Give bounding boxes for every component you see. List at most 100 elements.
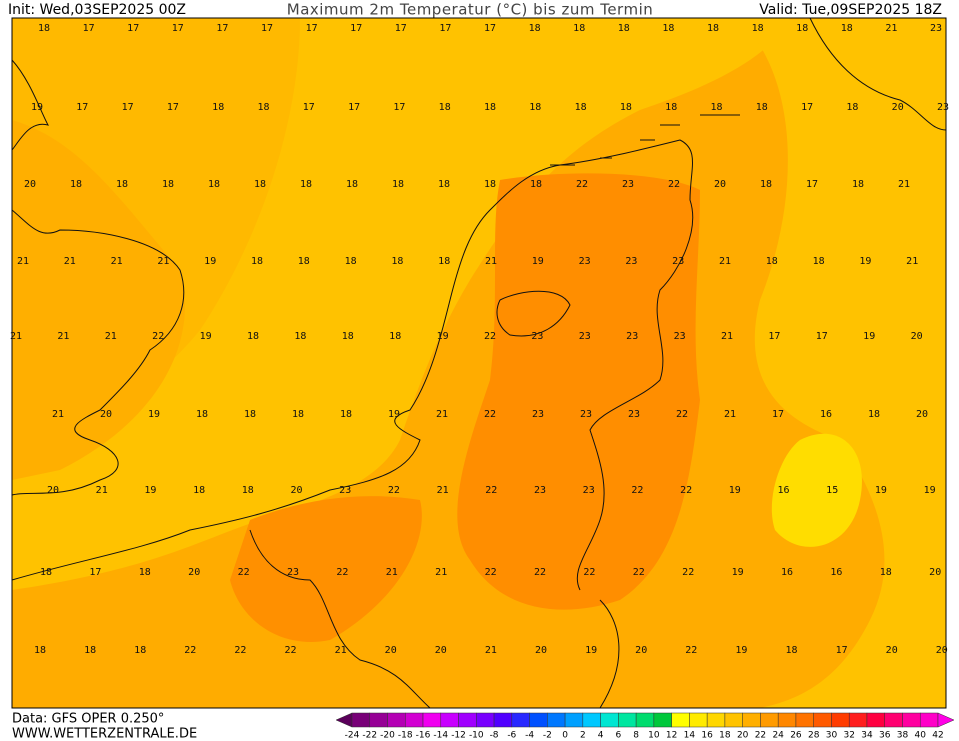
colorbar-tick-label: 8 <box>633 731 639 741</box>
colorbar-tick-label: 2 <box>580 731 586 741</box>
temperature-label: 22 <box>284 645 296 656</box>
temperature-label: 20 <box>911 331 923 342</box>
colorbar-tick-label: 42 <box>932 731 943 741</box>
temperature-label: 22 <box>485 567 497 578</box>
temperature-label: 23 <box>287 567 299 578</box>
colorbar-segment <box>564 712 584 728</box>
temperature-label: 23 <box>930 23 942 34</box>
temperature-label: 22 <box>631 485 643 496</box>
colorbar-tick-label: 14 <box>684 731 696 741</box>
temperature-label: 18 <box>134 645 146 656</box>
temperature-label: 20 <box>188 567 200 578</box>
temperature-label: 17 <box>350 23 362 34</box>
islands <box>550 114 740 166</box>
temperature-label: 21 <box>157 256 169 267</box>
temperature-label: 19 <box>437 331 449 342</box>
temperature-label: 18 <box>756 102 768 113</box>
temperature-label: 18 <box>294 331 306 342</box>
colorbar: -24 -22 -20 -18 -16 -14 -12 -10 -8 -6 -4 -2 0 2 4 6 8 10 1… <box>335 712 955 741</box>
temperature-label: 21 <box>898 179 910 190</box>
temperature-label: 18 <box>391 256 403 267</box>
temperature-label: 23 <box>580 409 592 420</box>
temperature-label: 21 <box>17 256 29 267</box>
temperature-label: 23 <box>672 256 684 267</box>
colorbar-tick-label: 4 <box>598 731 604 741</box>
temperature-label: 17 <box>172 23 184 34</box>
temperature-label: 18 <box>392 179 404 190</box>
temperature-label: 21 <box>906 256 918 267</box>
warm-area <box>12 120 185 480</box>
colorbar-tick-label: 32 <box>843 731 854 741</box>
temperature-label: 21 <box>719 256 731 267</box>
temperature-label: 17 <box>348 102 360 113</box>
temperature-label: 18 <box>484 179 496 190</box>
temperature-label: 18 <box>242 485 254 496</box>
temperature-label: 17 <box>439 23 451 34</box>
temperature-label: 17 <box>216 23 228 34</box>
temperature-label: 21 <box>105 331 117 342</box>
temperature-label: 22 <box>576 179 588 190</box>
temperature-label: 21 <box>485 645 497 656</box>
temperature-label: 17 <box>167 102 179 113</box>
colorbar-segment <box>600 712 619 728</box>
temperature-label: 16 <box>820 409 832 420</box>
colorbar-tick-label: 18 <box>719 731 731 741</box>
temperature-label: 18 <box>139 567 151 578</box>
temperature-label: 18 <box>785 645 797 656</box>
temperature-label: 18 <box>573 23 585 34</box>
temperature-label: 18 <box>70 179 82 190</box>
temperature-label: 18 <box>38 23 50 34</box>
temperature-label: 18 <box>813 256 825 267</box>
temperature-label: 18 <box>620 102 632 113</box>
colorbar-segment <box>529 712 548 728</box>
colorbar-segment <box>422 712 442 728</box>
temperature-label: 19 <box>31 102 43 113</box>
temperature-label: 18 <box>346 179 358 190</box>
colorbar-tick-label: -12 <box>451 731 466 741</box>
temperature-label: 18 <box>193 485 205 496</box>
colorbar-tick-label: 38 <box>897 731 909 741</box>
colorbar-segment <box>831 712 850 728</box>
temperature-label: 21 <box>335 645 347 656</box>
temperature-label: 17 <box>261 23 273 34</box>
temperature-label: 18 <box>162 179 174 190</box>
temperature-label: 19 <box>148 409 160 420</box>
colorbar-segment <box>618 712 637 728</box>
colorbar-segment <box>706 712 726 728</box>
colorbar-tick-label: 24 <box>772 731 784 741</box>
temperature-label: 18 <box>251 256 263 267</box>
colorbar-tick-label: -10 <box>469 731 484 741</box>
colorbar-segment <box>351 712 371 728</box>
temperature-label: 18 <box>340 409 352 420</box>
temperature-label: 18 <box>846 102 858 113</box>
temperature-label: 20 <box>714 179 726 190</box>
colorbar-segment <box>795 712 814 728</box>
temperature-label: 17 <box>122 102 134 113</box>
colorbar-segment <box>369 712 388 728</box>
temperature-label: 20 <box>385 645 397 656</box>
temperature-label: 22 <box>184 645 196 656</box>
temperature-label: 20 <box>892 102 904 113</box>
temperature-label: 22 <box>583 567 595 578</box>
colorbar-tick-label: 40 <box>915 731 927 741</box>
temperature-label: 20 <box>24 179 36 190</box>
colorbar-tick-label: 22 <box>755 731 766 741</box>
colorbar-tick-label: 0 <box>562 731 568 741</box>
temperature-label: 17 <box>83 23 95 34</box>
colorbar-tick-label: 20 <box>737 731 749 741</box>
temperature-label: 17 <box>768 331 780 342</box>
temperature-label: 18 <box>529 23 541 34</box>
temperature-label: 18 <box>84 645 96 656</box>
temperature-label: 18 <box>766 256 778 267</box>
colorbar-segment <box>476 712 495 728</box>
temperature-label: 18 <box>247 331 259 342</box>
temperature-label: 18 <box>298 256 310 267</box>
temperature-label: 18 <box>484 102 496 113</box>
temperature-label: 17 <box>76 102 88 113</box>
temperature-label: 17 <box>127 23 139 34</box>
temperature-label: 19 <box>204 256 216 267</box>
colorbar-tick-label: -4 <box>525 731 534 741</box>
temperature-label: 23 <box>579 331 591 342</box>
temperature-label: 18 <box>796 23 808 34</box>
